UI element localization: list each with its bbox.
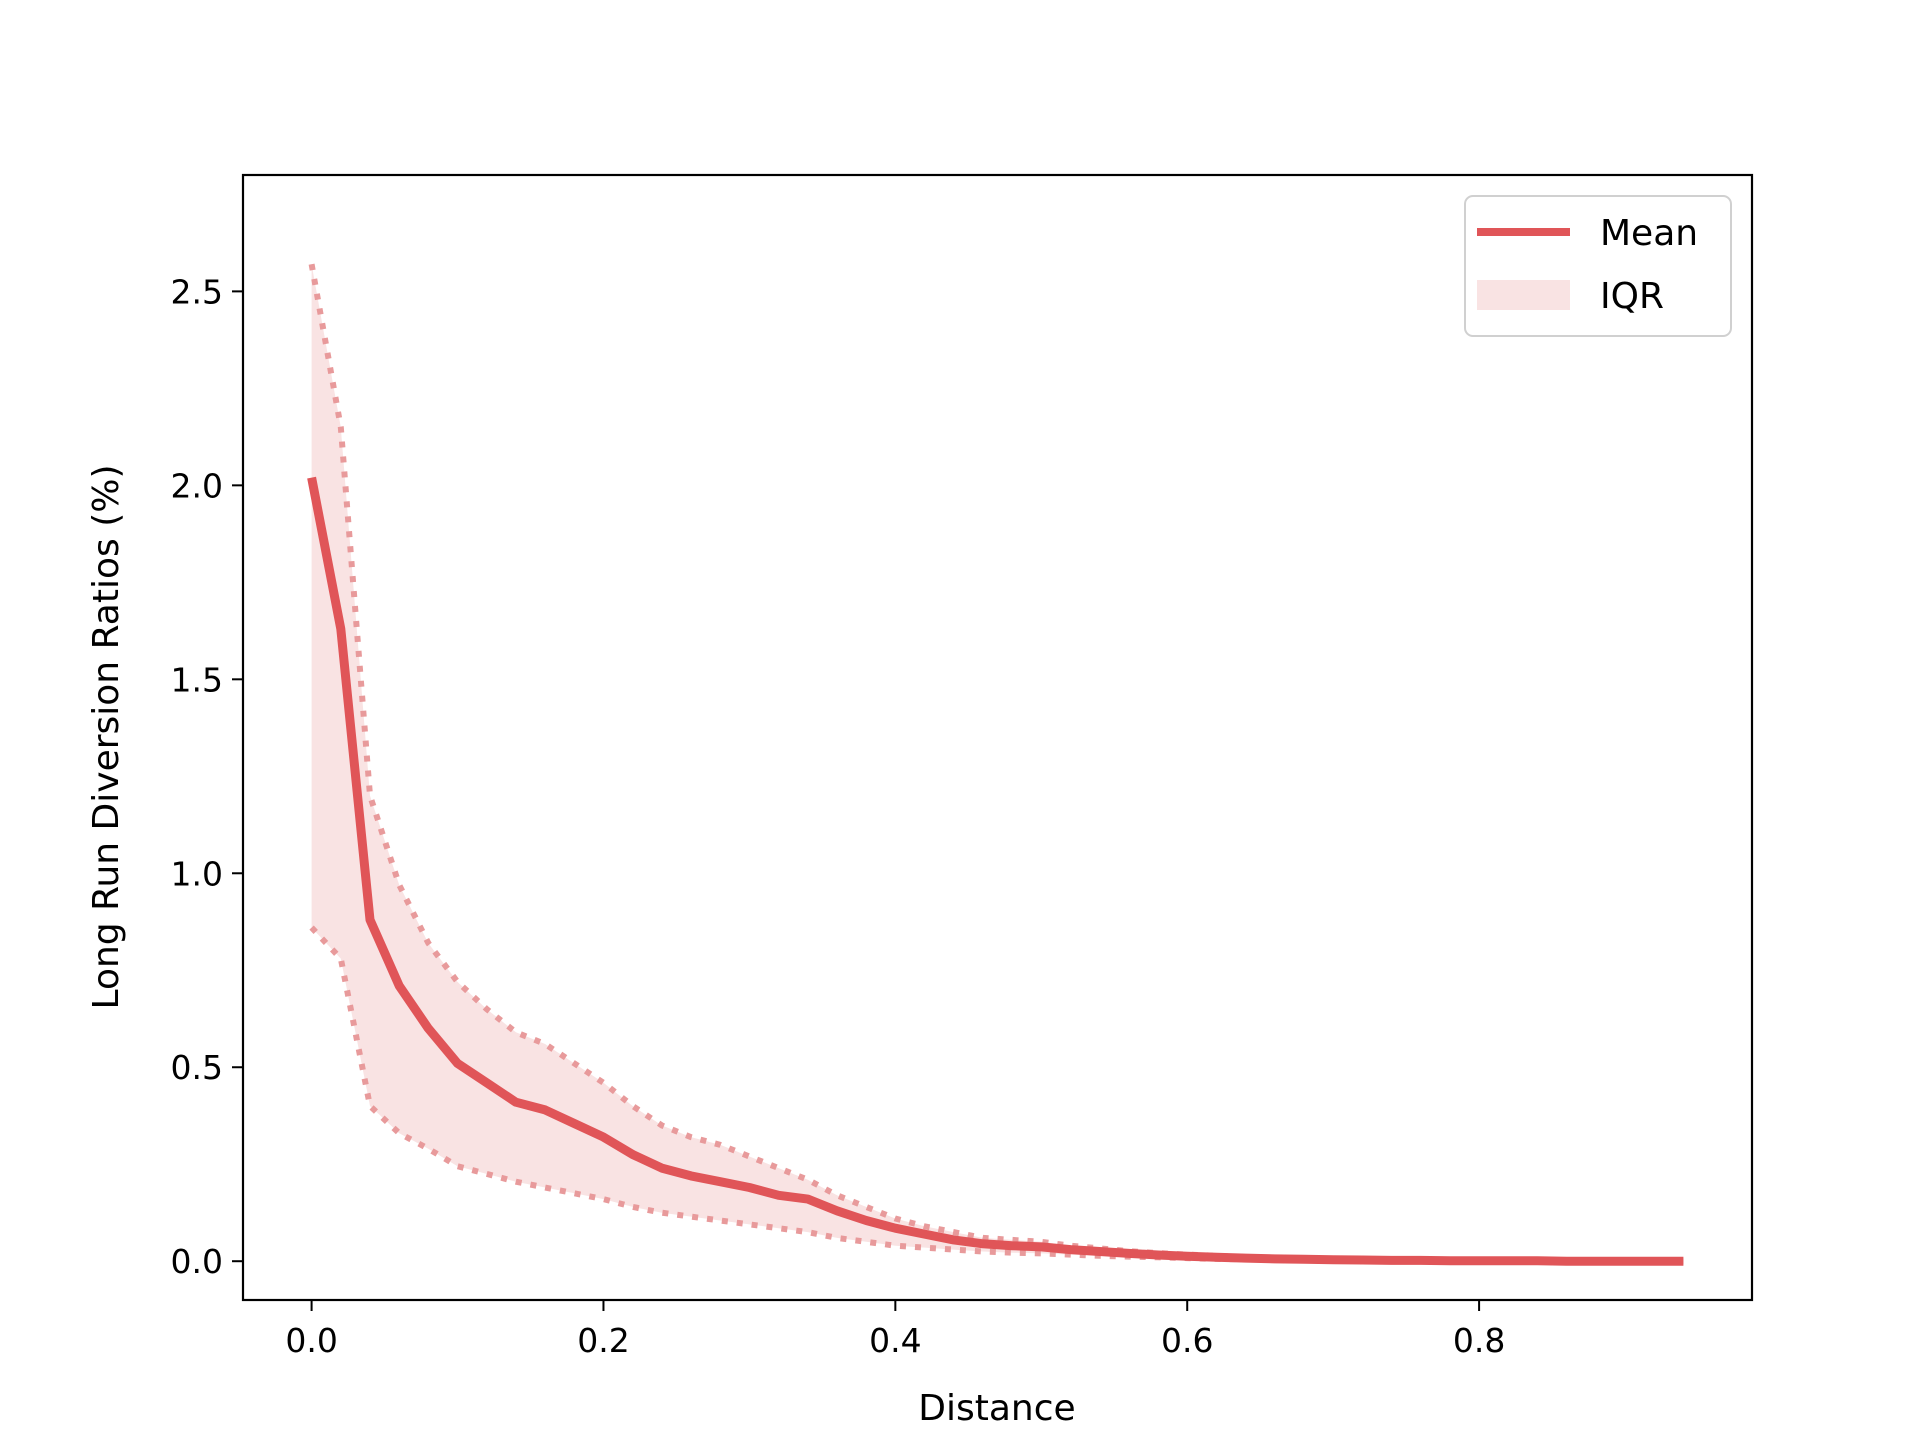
y-tick-label: 2.0 (171, 466, 223, 505)
x-axis-label: Distance (918, 1388, 1075, 1429)
mean-line (307, 476, 1684, 1266)
x-tick-label: 0.6 (1161, 1321, 1213, 1360)
y-tick-label: 2.5 (171, 272, 223, 311)
legend-iqr-swatch (1477, 280, 1570, 310)
x-tick-label: 0.8 (1453, 1321, 1505, 1360)
y-tick-label: 1.0 (171, 854, 223, 893)
y-tick-label: 1.5 (171, 660, 223, 699)
x-tick-label: 0.4 (869, 1321, 921, 1360)
y-tick-label: 0.5 (171, 1048, 223, 1087)
axes: 0.0 0.2 0.4 0.6 0.8 0.0 0.5 1.0 1.5 2.0 2.5 (171, 272, 1506, 1360)
legend-iqr-label: IQR (1600, 276, 1664, 317)
plot-frame (241, 173, 1754, 1302)
y-axis-label: Long Run Diversion Ratios (%) (86, 465, 127, 1010)
plot-area (307, 263, 1684, 1266)
y-tick-label: 0.0 (171, 1242, 223, 1281)
legend: Mean IQR (1464, 195, 1732, 337)
x-tick-label: 0.2 (577, 1321, 629, 1360)
iqr-band (311, 264, 1684, 1262)
x-tick-label: 0.0 (285, 1321, 337, 1360)
legend-mean-label: Mean (1600, 213, 1698, 254)
